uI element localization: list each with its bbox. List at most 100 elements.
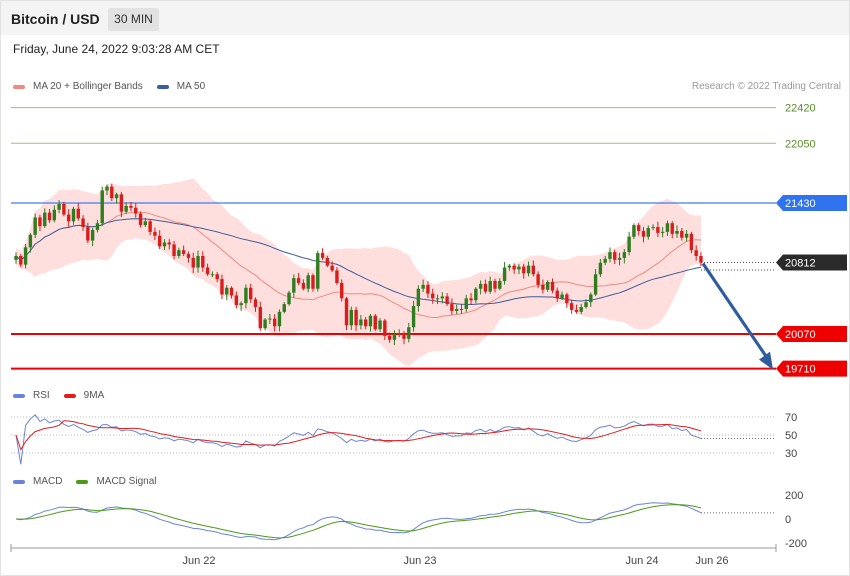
candle-body (244, 287, 248, 304)
candle-body (474, 288, 478, 301)
candle-body (263, 319, 267, 329)
credit: Research © 2022 Trading Central (691, 81, 841, 92)
candle-body (402, 333, 406, 339)
candle-body (569, 303, 574, 310)
candle-body (105, 186, 109, 191)
x-tick-label: Jun 23 (403, 555, 436, 567)
candle-body (363, 319, 368, 327)
candle-body (354, 309, 358, 326)
candle-body (464, 298, 468, 309)
legend-ma50: MA 50 (156, 81, 205, 92)
candle-body (584, 302, 588, 308)
candle-body (397, 333, 401, 335)
candle-body (66, 214, 71, 222)
candle-body (47, 212, 52, 221)
bollinger-band-area (16, 178, 701, 367)
candle-body (129, 205, 133, 208)
candle-body (258, 307, 262, 329)
candle-body (311, 275, 315, 289)
level-tag-21430 (776, 195, 847, 211)
candle-body (14, 255, 18, 260)
candle-body (205, 267, 210, 275)
candle-body (555, 290, 559, 299)
candle-body (613, 252, 617, 260)
forecast-arrow-head (759, 351, 773, 370)
candle-body (498, 281, 502, 289)
macd-tick--200: -200 (785, 538, 807, 550)
candle-body (114, 194, 119, 199)
candle-body (445, 296, 449, 305)
candle-body (234, 295, 239, 306)
legend-9ma: 9MA (63, 390, 105, 401)
macd-line (15, 502, 702, 541)
chart-title: Bitcoin / USD (11, 11, 100, 27)
candle-body (641, 230, 646, 237)
candle-body (392, 334, 397, 340)
candle-body (287, 292, 291, 305)
candle-body (277, 311, 282, 327)
candle-body (579, 307, 583, 312)
level-label-22420: 22420 (785, 103, 816, 115)
interval-button[interactable]: 30 MIN (108, 8, 159, 31)
candle-body (368, 315, 373, 327)
candle-body (296, 278, 301, 283)
candle-body (454, 308, 459, 311)
legend-rsi: RSI (13, 390, 50, 401)
candle-body (522, 266, 526, 274)
candle-body (450, 304, 454, 311)
rsi-9ma-line (15, 420, 702, 451)
candle-body (239, 303, 243, 306)
candle-body (28, 234, 33, 248)
candle-body (349, 309, 353, 326)
candle-body (617, 257, 622, 260)
candle-body (689, 233, 694, 251)
candle-body (675, 230, 679, 234)
candle-body (320, 253, 325, 258)
candle-body (62, 203, 66, 215)
candle-body (57, 203, 61, 210)
legend-ma20: MA 20 + Bollinger Bands (13, 81, 143, 92)
legend-macd-swatch (13, 479, 25, 484)
candle-body (593, 274, 598, 295)
candle-body (359, 319, 363, 326)
candle-body (148, 221, 152, 232)
candle-body (210, 274, 215, 276)
candle-body (694, 250, 698, 256)
candle-body (220, 279, 224, 295)
candle-body (186, 254, 191, 258)
candle-body (23, 247, 28, 265)
candle-body (215, 274, 219, 280)
x-tick-label: Jun 24 (625, 555, 658, 567)
legend-9ma-swatch (63, 393, 76, 398)
candle-body (589, 294, 593, 303)
level-label-19710: 19710 (785, 364, 816, 376)
candle-body (167, 242, 171, 245)
candle-body (33, 217, 37, 235)
x-tick-label: Jun 26 (695, 555, 728, 567)
candle-body (550, 281, 555, 291)
candle-body (316, 253, 320, 289)
candle-body (651, 227, 655, 229)
candle-body (282, 304, 286, 312)
macd-legend: MACD MACD Signal (13, 476, 170, 487)
level-label-22050: 22050 (785, 138, 816, 150)
candle-body (632, 225, 636, 237)
candle-body (100, 190, 104, 224)
timestamp: Friday, June 24, 2022 9:03:28 AM CET (13, 42, 220, 56)
legend-9ma-label: 9MA (83, 390, 105, 401)
candle-body (143, 221, 148, 226)
rsi-line (15, 414, 702, 465)
candle-body (181, 250, 186, 255)
candle-body (483, 283, 488, 292)
candle-body (431, 293, 435, 299)
candle-body (306, 275, 310, 289)
candle-body (249, 287, 253, 300)
candle-body (536, 274, 540, 285)
candle-body (124, 205, 128, 212)
macd-tick-0: 0 (785, 514, 791, 526)
candle-body (373, 315, 377, 330)
candle-body (627, 236, 631, 253)
candle-body (603, 258, 607, 263)
legend-ma20-swatch (13, 84, 25, 89)
